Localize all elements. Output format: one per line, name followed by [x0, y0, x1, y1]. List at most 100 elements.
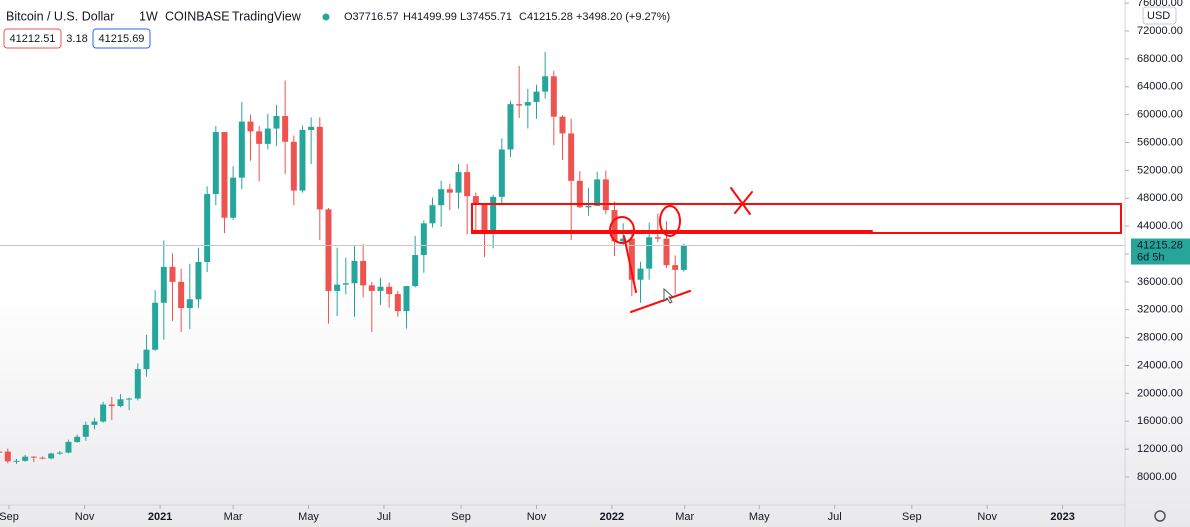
y-tick-label: 16000.00 — [1137, 415, 1183, 427]
ohlc-close: C41215.28 — [519, 11, 573, 23]
candle-body — [108, 404, 115, 407]
oval-mark — [659, 205, 681, 237]
candle-body — [264, 128, 271, 144]
y-tick-label: 32000.00 — [1137, 304, 1183, 316]
candle-body — [472, 196, 479, 204]
candle-body — [13, 460, 20, 462]
candle-body — [637, 268, 644, 280]
candle-body — [238, 121, 245, 178]
candle-body — [74, 436, 81, 442]
y-tick-label: 56000.00 — [1137, 136, 1183, 148]
candle-body — [403, 286, 410, 312]
candle-body — [334, 284, 341, 291]
candle-body — [455, 172, 462, 193]
candle-body — [507, 104, 514, 150]
candle-body — [524, 102, 531, 106]
candle-body — [386, 286, 393, 295]
x-tick-label: Nov — [977, 511, 997, 523]
candle-body — [56, 452, 63, 454]
candle-body — [186, 299, 193, 309]
y-tick-label: 28000.00 — [1137, 332, 1183, 344]
candle-body — [299, 129, 306, 191]
x-tick-label: Sep — [451, 511, 471, 523]
candle-body — [152, 302, 159, 350]
x-tick-label: Jul — [377, 511, 391, 523]
y-tick-label: 64000.00 — [1137, 81, 1183, 93]
symbol: Bitcoin / U.S. Dollar — [6, 9, 114, 23]
x-mark — [730, 187, 753, 215]
candle-body — [39, 457, 46, 459]
candle-body — [568, 133, 575, 181]
candle-body — [65, 441, 72, 453]
y-tick-label: 44000.00 — [1137, 220, 1183, 232]
candle-body — [290, 141, 297, 191]
candle-body — [22, 456, 29, 461]
ohlc-change: +3498.20 (+9.27%) — [576, 11, 670, 23]
candle-body — [91, 421, 98, 425]
spread: 3.18 — [66, 33, 87, 45]
candle-body — [4, 451, 11, 462]
x-tick-label: 2023 — [1050, 511, 1074, 523]
candle-body — [82, 424, 89, 437]
candle-body — [351, 260, 358, 284]
y-tick-label: 60000.00 — [1137, 109, 1183, 121]
candle-body — [126, 398, 133, 400]
candle-body — [247, 121, 254, 132]
candle-body — [325, 209, 332, 291]
candle-body — [160, 266, 167, 303]
candle-body — [429, 205, 436, 224]
bid: 41212.51 — [10, 33, 56, 45]
last-price-box — [1131, 238, 1190, 265]
candle-body — [30, 456, 37, 458]
ohlc-high: H41499.99 — [403, 11, 457, 23]
candle-body — [663, 238, 670, 266]
ask-box[interactable] — [92, 28, 151, 49]
candle-body — [178, 281, 185, 309]
currency-button[interactable] — [1142, 6, 1177, 25]
y-tick-label: 72000.00 — [1137, 25, 1183, 37]
cursor — [663, 287, 675, 304]
y-tick-label: 20000.00 — [1137, 387, 1183, 399]
trend-line — [630, 290, 691, 313]
x-tick-label: Jul — [828, 511, 842, 523]
candle-body — [204, 194, 211, 263]
candle-body — [559, 116, 566, 134]
ohlc-low: L37455.71 — [460, 11, 512, 23]
settings-icon[interactable] — [1154, 510, 1166, 522]
candle-body — [594, 179, 601, 206]
candle-body — [230, 177, 237, 218]
candle-body — [282, 116, 289, 142]
candle-body — [672, 265, 679, 270]
candle-body — [680, 245, 687, 270]
candle-body — [143, 349, 150, 370]
x-tick-label: May — [298, 511, 319, 523]
annotations — [471, 187, 1122, 313]
x-tick-label: May — [749, 511, 770, 523]
candle-body — [212, 132, 219, 195]
candle-body — [48, 453, 55, 459]
candle-body — [654, 237, 661, 239]
candle-body — [134, 369, 141, 399]
candle-body — [316, 126, 323, 210]
header: Bitcoin / U.S. Dollar 1W COINBASE Tradin… — [3, 9, 670, 49]
candle-body — [420, 223, 427, 256]
bid-box[interactable] — [3, 28, 62, 49]
candle-body — [446, 189, 453, 193]
x-tick-label: Mar — [675, 511, 694, 523]
x-tick-label: 2022 — [600, 511, 624, 523]
x-tick-label: Sep — [0, 511, 19, 523]
candle-body — [628, 238, 635, 280]
candle-body — [438, 189, 445, 206]
exchange: COINBASE — [165, 9, 230, 23]
x-tick-label: Mar — [224, 511, 243, 523]
candle-body — [342, 283, 349, 285]
circle-mark — [609, 216, 635, 244]
x-tick-label: Nov — [527, 511, 547, 523]
candle-body — [481, 203, 488, 232]
y-tick-label: 36000.00 — [1137, 276, 1183, 288]
candle-body — [360, 260, 367, 286]
candle-body — [394, 294, 401, 312]
candle-body — [308, 126, 315, 130]
